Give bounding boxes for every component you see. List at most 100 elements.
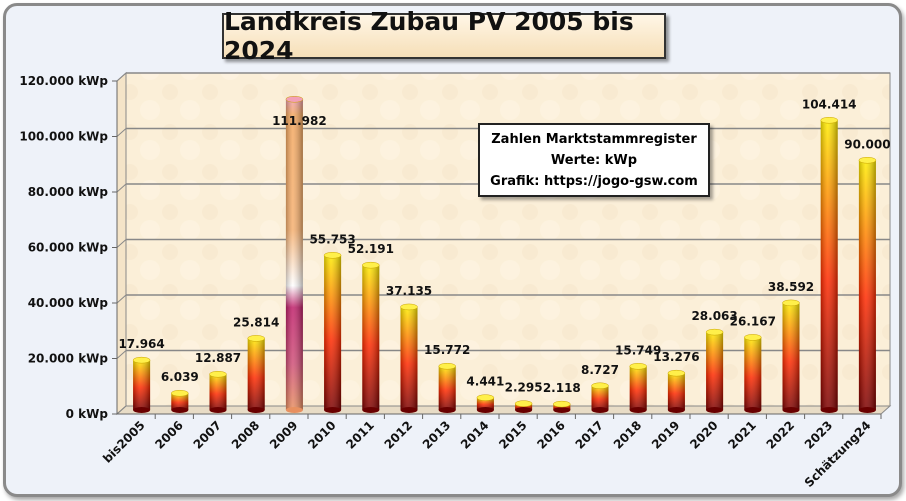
bar-top	[209, 370, 227, 378]
plot-floor	[115, 405, 892, 415]
x-tick-label: 2018	[611, 418, 645, 452]
x-tick-label: 2008	[229, 418, 263, 452]
data-label: 90.000	[844, 137, 890, 151]
data-label: 2.295	[505, 381, 543, 395]
data-label: 15.772	[424, 343, 470, 357]
bar-base	[553, 407, 571, 413]
bar-top	[667, 369, 686, 377]
x-tick-label: 2023	[802, 418, 836, 452]
bar-shading	[591, 385, 609, 410]
x-tick-label: 2022	[764, 418, 798, 452]
bar-base	[209, 407, 227, 413]
bar-top	[705, 328, 724, 336]
data-label: 111.982	[272, 114, 327, 128]
bar-base	[591, 407, 609, 413]
bar-base	[476, 407, 494, 413]
bar-shading	[247, 338, 265, 410]
legend-line-credit: Grafik: https://jogo-gsw.com	[490, 174, 698, 189]
bar-base	[744, 407, 762, 413]
bar-shading	[209, 374, 227, 410]
bar-base	[438, 407, 456, 413]
bar-base	[515, 407, 533, 413]
bar-shading	[782, 302, 800, 410]
x-tick-label: 2009	[267, 418, 301, 452]
bar-top	[591, 382, 609, 390]
bar-top	[744, 334, 762, 341]
data-label: 6.039	[161, 370, 199, 384]
bar-top	[132, 356, 151, 364]
bar-top	[476, 394, 495, 401]
data-label: 52.191	[348, 242, 394, 256]
y-tick-label: 20.000 kWp	[28, 352, 109, 366]
bar-top	[171, 389, 189, 397]
x-tick-label: 2021	[725, 418, 759, 452]
x-tick-label: 2013	[420, 418, 454, 452]
y-tick-label: 80.000 kWp	[28, 185, 109, 199]
data-label: 15.749	[615, 343, 661, 357]
bar-base	[667, 407, 685, 413]
bar-shading	[285, 99, 303, 411]
bar-shading	[858, 160, 876, 410]
bar-top	[858, 157, 877, 164]
bar-shading	[400, 306, 418, 410]
bar-top	[438, 362, 456, 370]
x-tick-label: 2020	[687, 418, 721, 452]
bar-shading	[820, 120, 838, 410]
x-tick-label: 2015	[496, 418, 530, 452]
data-label: 25.814	[233, 315, 279, 329]
data-label: 4.441	[466, 375, 504, 389]
data-label: 104.414	[802, 97, 857, 111]
y-tick-label: 40.000 kWp	[28, 296, 109, 310]
bar-shading	[438, 366, 456, 410]
gridline-depth	[116, 72, 127, 82]
bar-shading	[324, 255, 342, 410]
chart-title: Landkreis Zubau PV 2005 bis 2024	[222, 7, 666, 65]
y-tick-label: 100.000 kWp	[19, 130, 108, 144]
x-tick-label: 2012	[382, 418, 416, 452]
bar-top	[247, 335, 265, 342]
data-label: 13.276	[653, 350, 699, 364]
x-tick-label: 2010	[305, 418, 339, 452]
bar-top	[285, 95, 304, 103]
bar-top	[514, 400, 533, 407]
bar-base	[171, 407, 189, 413]
data-label: 28.063	[691, 309, 737, 323]
gridline-depth	[116, 128, 127, 137]
data-label: 37.135	[386, 284, 432, 298]
bar-base	[782, 407, 800, 413]
bar-shading	[667, 373, 685, 410]
bar-shading	[629, 366, 647, 410]
gridline-depth	[116, 239, 127, 248]
data-label: 55.753	[309, 232, 355, 246]
x-tick-label: 2007	[191, 418, 225, 452]
legend-line-source: Zahlen Marktstammregister	[491, 132, 697, 147]
y-tick-label: 60.000 kWp	[28, 241, 109, 255]
bar-top	[820, 117, 838, 124]
legend-line-unit: Werte: kWp	[550, 153, 638, 168]
bar-base	[400, 407, 418, 413]
bar-shading	[706, 332, 724, 410]
data-label: 2.118	[543, 381, 581, 395]
data-label: 26.167	[730, 314, 776, 328]
x-tick-label: 2016	[534, 418, 568, 452]
bar-top	[400, 303, 418, 311]
bar-shading	[744, 337, 762, 410]
y-tick-label: 120.000 kWp	[19, 74, 108, 88]
y-tick-label: 0 kWp	[66, 407, 109, 421]
x-tick-label: bis2005	[100, 418, 148, 466]
bar-top	[629, 363, 647, 370]
gridline-depth	[116, 350, 127, 359]
x-tick-label: 2006	[152, 418, 186, 452]
data-label: 12.887	[195, 351, 241, 365]
x-tick-label: 2019	[649, 418, 683, 452]
chart-legend: Zahlen Marktstammregister Werte: kWp Gra…	[478, 123, 710, 197]
gridline-depth	[116, 294, 127, 304]
bar-base	[858, 407, 876, 413]
bar-base	[133, 407, 151, 413]
bar-base	[285, 407, 303, 413]
bar-top	[323, 252, 342, 259]
gridline-depth	[116, 183, 127, 193]
bar-top	[782, 299, 800, 307]
bar-top	[553, 400, 571, 408]
